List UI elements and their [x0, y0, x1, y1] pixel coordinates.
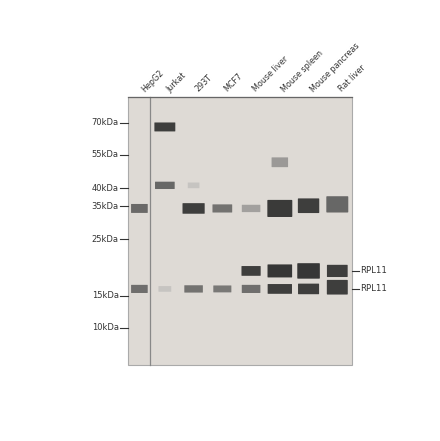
FancyBboxPatch shape: [298, 284, 319, 294]
Text: 25kDa: 25kDa: [92, 235, 119, 243]
FancyBboxPatch shape: [327, 265, 348, 277]
FancyBboxPatch shape: [242, 266, 260, 276]
Text: 55kDa: 55kDa: [92, 150, 119, 159]
FancyBboxPatch shape: [268, 200, 292, 217]
Text: 40kDa: 40kDa: [92, 183, 119, 193]
Bar: [128, 97, 352, 365]
Text: Mouse spleen: Mouse spleen: [280, 49, 325, 93]
Text: Mouse pancreas: Mouse pancreas: [308, 41, 361, 93]
FancyBboxPatch shape: [242, 205, 260, 212]
FancyBboxPatch shape: [183, 203, 205, 214]
FancyBboxPatch shape: [268, 265, 292, 277]
Text: 293T: 293T: [194, 73, 214, 93]
Text: Jurkat: Jurkat: [165, 71, 188, 93]
FancyBboxPatch shape: [298, 198, 319, 213]
FancyBboxPatch shape: [213, 204, 232, 213]
FancyBboxPatch shape: [184, 285, 203, 292]
Text: Rat liver: Rat liver: [337, 64, 367, 93]
FancyBboxPatch shape: [154, 123, 175, 131]
FancyBboxPatch shape: [268, 284, 292, 294]
FancyBboxPatch shape: [213, 285, 231, 292]
Text: RPL11: RPL11: [360, 266, 387, 276]
Text: Mouse liver: Mouse liver: [251, 55, 290, 93]
Text: MCF7: MCF7: [222, 71, 244, 93]
FancyBboxPatch shape: [158, 286, 171, 292]
FancyBboxPatch shape: [271, 157, 288, 167]
FancyBboxPatch shape: [155, 182, 175, 189]
FancyBboxPatch shape: [131, 204, 148, 213]
Text: 10kDa: 10kDa: [92, 323, 119, 333]
FancyBboxPatch shape: [188, 183, 199, 188]
FancyBboxPatch shape: [242, 285, 260, 293]
Text: RPL11: RPL11: [360, 284, 387, 293]
Text: HepG2: HepG2: [139, 68, 165, 93]
Text: 35kDa: 35kDa: [92, 202, 119, 211]
FancyBboxPatch shape: [327, 280, 348, 295]
Text: 15kDa: 15kDa: [92, 291, 119, 300]
FancyBboxPatch shape: [297, 263, 320, 279]
FancyBboxPatch shape: [131, 285, 148, 293]
FancyBboxPatch shape: [326, 196, 348, 213]
Text: 70kDa: 70kDa: [92, 118, 119, 127]
